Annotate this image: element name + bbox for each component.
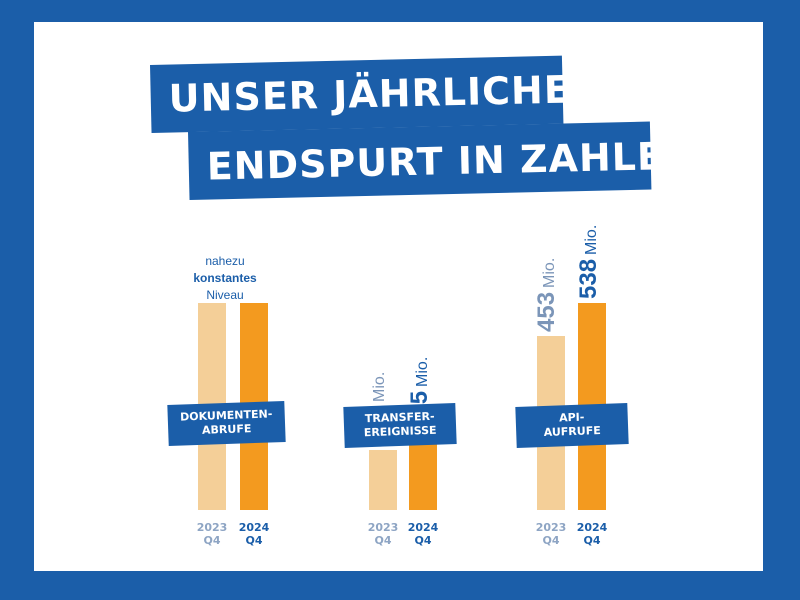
x-tick-year: 2023 [196, 521, 228, 534]
note-line-1: nahezu [205, 254, 245, 268]
x-tick-2023: 2023 Q4 [192, 521, 232, 547]
bar-transferereignisse-2023 [369, 450, 397, 510]
label-apiaufrufe: API- AUFRUFE [515, 403, 629, 448]
x-tick-year: 2023 [535, 521, 567, 534]
label-apiaufrufe-line-2: AUFRUFE [543, 424, 601, 439]
x-tick-quarter: Q4 [583, 534, 601, 547]
x-tick-year: 2023 [367, 521, 399, 534]
value-number: 453 [533, 291, 560, 332]
value-unit: Mio. [583, 224, 600, 255]
title-line-1: UNSER JÄHRLICHER [150, 55, 602, 133]
title-line-2: ENDSPURT IN ZAHLEN [188, 121, 697, 200]
note-line-2: konstantes [193, 271, 257, 285]
x-tick-2024: 2024 Q4 [572, 521, 612, 547]
value-unit: Mio. [371, 371, 388, 402]
label-dokumentenabrufe: DOKUMENTEN- ABRUFE [167, 400, 286, 447]
x-tick-2024: 2024 Q4 [234, 521, 274, 547]
x-tick-2024: 2024 Q4 [403, 521, 443, 547]
value-apiaufrufe-2023: 453 Mio. [533, 257, 560, 332]
x-tick-year: 2024 [576, 521, 608, 534]
x-tick-year: 2024 [238, 521, 270, 534]
value-number: 538 [575, 258, 602, 299]
note-line-3: Niveau [206, 288, 244, 302]
label-transferereignisse-line-2: EREIGNISSE [363, 423, 437, 440]
value-unit: Mio. [414, 356, 431, 387]
x-tick-quarter: Q4 [542, 534, 560, 547]
label-transferereignisse: TRANSFER- EREIGNISSE [343, 403, 457, 448]
value-unit: Mio. [541, 257, 558, 288]
x-tick-year: 2024 [407, 521, 439, 534]
x-tick-quarter: Q4 [414, 534, 432, 547]
bar-transferereignisse-2024 [409, 435, 437, 510]
x-tick-2023: 2023 Q4 [531, 521, 571, 547]
x-tick-quarter: Q4 [245, 534, 263, 547]
constant-level-note: nahezu konstantes Niveau [190, 253, 260, 304]
x-tick-quarter: Q4 [374, 534, 392, 547]
x-tick-2023: 2023 Q4 [363, 521, 403, 547]
x-tick-quarter: Q4 [203, 534, 221, 547]
value-apiaufrufe-2024: 538 Mio. [575, 224, 602, 299]
